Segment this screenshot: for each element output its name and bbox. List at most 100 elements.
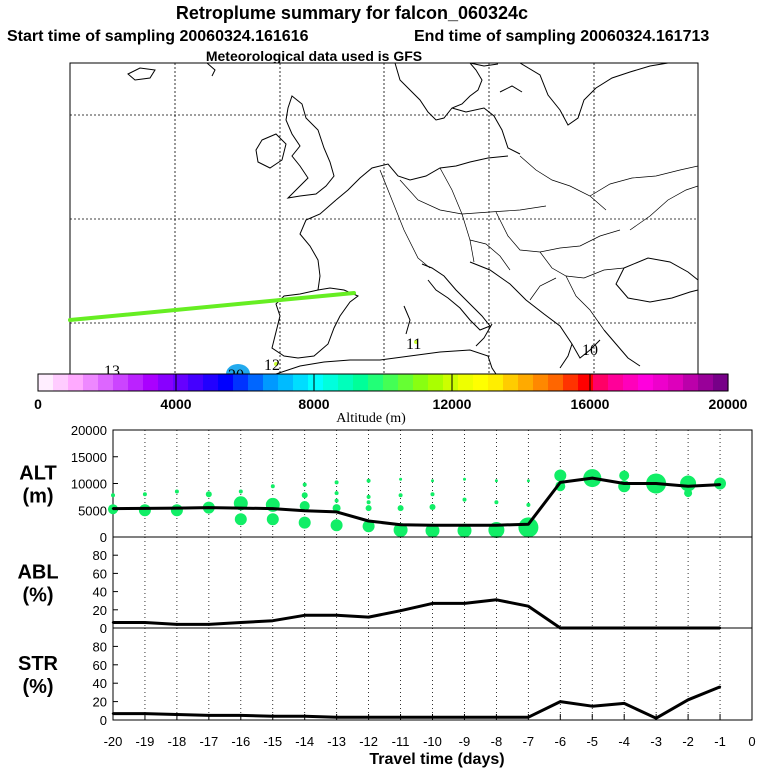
cluster-dot xyxy=(463,477,466,481)
colorbar-cell xyxy=(68,374,84,391)
data-point xyxy=(367,519,370,523)
data-point xyxy=(399,523,402,526)
map-marker-label-10: 10 xyxy=(582,342,598,359)
cluster-dot xyxy=(334,498,339,503)
colorbar-cell xyxy=(323,374,339,391)
colorbar-cell xyxy=(578,374,594,391)
colorbar-cell xyxy=(53,374,69,391)
data-point xyxy=(111,507,115,510)
colorbar-cell xyxy=(593,374,609,391)
panel-abl: 0 20 40 60 80 ABL(%) xyxy=(17,536,753,636)
data-point xyxy=(463,524,466,527)
colorbar-cells xyxy=(38,374,729,391)
data-point xyxy=(559,700,562,703)
series-line xyxy=(113,598,720,630)
colorbar-cell xyxy=(368,374,384,391)
cluster-dot xyxy=(332,504,341,513)
colorbar-cell xyxy=(608,374,624,391)
y-axis-label: ABL xyxy=(17,562,58,584)
colorbar-tick-label: 16000 xyxy=(571,396,610,412)
y-axis-label: ALT xyxy=(19,463,56,485)
x-tick-label: -2 xyxy=(682,734,694,749)
map-marker-label-12: 12 xyxy=(264,357,280,374)
data-point xyxy=(143,507,147,510)
cluster-dot xyxy=(429,504,436,510)
data-point xyxy=(718,483,722,486)
cluster-dot xyxy=(619,470,630,481)
map-coastlines xyxy=(70,63,698,374)
x-tick-label: -18 xyxy=(168,734,187,749)
x-tick-label: -12 xyxy=(359,734,378,749)
colorbar-tick-label: 12000 xyxy=(433,396,472,412)
colorbar-cell xyxy=(173,374,189,391)
data-point xyxy=(143,712,147,715)
colorbar-cell xyxy=(188,374,204,391)
data-point xyxy=(111,621,115,624)
cluster-dot xyxy=(266,513,279,526)
cluster-dot xyxy=(270,484,275,489)
end-time-label: End time of sampling 20060324.161713 xyxy=(414,28,709,45)
colorbar-cell xyxy=(503,374,519,391)
cluster-dot xyxy=(366,494,371,499)
colorbar-cell xyxy=(83,374,99,391)
colorbar-cell xyxy=(533,374,549,391)
cluster-dot xyxy=(365,505,372,512)
map-marker-dot-12 xyxy=(274,362,278,366)
data-point xyxy=(591,705,594,708)
colorbar-tick-label: 20000 xyxy=(709,396,748,412)
x-tick-label: -1 xyxy=(714,734,726,749)
colorbar-cell xyxy=(353,374,369,391)
cluster-dot xyxy=(138,504,151,517)
figure-title: Retroplume summary for falcon_060324c xyxy=(176,3,528,23)
colorbar-cell xyxy=(308,374,324,391)
x-axis-label: Travel time (days) xyxy=(369,751,504,768)
data-point xyxy=(175,623,179,626)
data-point xyxy=(335,510,338,514)
data-point xyxy=(239,621,242,624)
x-tick-label: -5 xyxy=(586,734,598,749)
cluster-dot xyxy=(393,523,408,537)
panel-str: 0 20 40 60 80 STR(%) xyxy=(18,627,753,728)
x-tick-label: -19 xyxy=(136,734,155,749)
colorbar-cell xyxy=(128,374,144,391)
colorbar-cell xyxy=(653,374,669,391)
colorbar-cell xyxy=(143,374,159,391)
data-point xyxy=(463,602,466,605)
data-point xyxy=(111,712,115,715)
data-point xyxy=(495,524,498,527)
cluster-dot xyxy=(334,491,339,496)
cluster-dot xyxy=(174,489,179,494)
y-tick-label: 60 xyxy=(93,566,107,581)
cluster-dot xyxy=(462,497,467,502)
colorbar-cell xyxy=(203,374,219,391)
colorbar-cell xyxy=(38,374,54,391)
x-tick-label: 0 xyxy=(748,734,755,749)
x-tick-label: -6 xyxy=(555,734,567,749)
x-tick-label: -17 xyxy=(199,734,218,749)
cluster-dot xyxy=(301,492,308,499)
x-tick-label: -14 xyxy=(295,734,314,749)
x-tick-label: -9 xyxy=(459,734,471,749)
cluster-dot xyxy=(238,489,243,494)
cluster-dot xyxy=(298,516,311,529)
start-time-label: Start time of sampling 20060324.161616 xyxy=(7,28,309,45)
colorbar-cell xyxy=(518,374,534,391)
y-tick-label: 80 xyxy=(93,548,107,563)
data-point xyxy=(431,524,434,527)
data-point xyxy=(623,482,626,485)
x-tick-label: -4 xyxy=(618,734,630,749)
cluster-dot xyxy=(330,519,343,532)
data-point xyxy=(175,506,179,510)
colorbar-cell xyxy=(113,374,129,391)
x-tick-label: -3 xyxy=(650,734,662,749)
cluster-dot xyxy=(399,477,403,481)
y-tick-label: 40 xyxy=(93,585,107,600)
y-tick-label: 20 xyxy=(93,603,107,618)
cluster-dot xyxy=(302,482,307,487)
colorbar-cell xyxy=(218,374,234,391)
data-point xyxy=(559,481,562,484)
cluster-dot xyxy=(494,500,499,505)
panel-frame xyxy=(112,536,753,629)
cluster-dot xyxy=(142,492,147,497)
